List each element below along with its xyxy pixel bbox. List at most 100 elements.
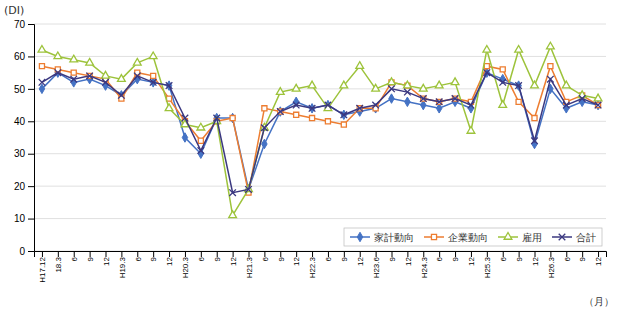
point-marker xyxy=(388,86,395,93)
grid xyxy=(34,24,606,251)
point-marker xyxy=(468,102,475,109)
x-tick: 9 xyxy=(277,251,286,261)
grid-line xyxy=(34,218,606,219)
x-tick-mark xyxy=(455,251,456,257)
point-marker xyxy=(499,101,507,108)
x-tick-label: 6 xyxy=(563,256,572,261)
series-layer xyxy=(38,42,602,217)
point-marker xyxy=(102,79,109,86)
point-marker xyxy=(372,102,379,109)
point-marker xyxy=(499,79,506,86)
x-tick: H22.3 xyxy=(308,251,317,278)
point-marker xyxy=(532,115,537,120)
y-tick-label: 50 xyxy=(14,84,26,95)
x-tick: 12 xyxy=(467,251,476,266)
x-tick-label: 18.3 xyxy=(54,256,63,272)
x-tick: 12 xyxy=(102,251,111,266)
x-tick: 9 xyxy=(451,251,460,261)
point-marker xyxy=(70,55,78,62)
point-marker xyxy=(419,84,427,91)
y-tick: 70 xyxy=(14,19,34,30)
grid-line xyxy=(34,121,606,122)
x-tick: 9 xyxy=(86,251,95,261)
x-axis: H17.1218.36912H19.36912H20.36912H21.3691… xyxy=(35,251,607,283)
legend-label: 家計動向 xyxy=(374,232,414,243)
y-tick-label: 10 xyxy=(14,213,26,224)
x-tick-label: 9 xyxy=(388,256,397,261)
x-tick-label: H22.3 xyxy=(308,256,317,278)
point-marker xyxy=(563,102,570,109)
x-tick-mark xyxy=(90,251,91,257)
point-marker xyxy=(405,97,410,106)
point-marker xyxy=(435,81,443,88)
legend-label: 合計 xyxy=(576,232,596,243)
x-tick-label: 6 xyxy=(499,256,508,261)
series-line xyxy=(42,73,598,193)
x-tick-label: H21.3 xyxy=(245,256,254,278)
x-tick-mark xyxy=(598,251,599,257)
x-tick-mark xyxy=(312,251,313,257)
point-marker xyxy=(39,79,46,86)
y-tick: 40 xyxy=(14,116,34,127)
point-marker xyxy=(149,52,157,59)
legend-frame xyxy=(344,228,602,246)
y-tick: 10 xyxy=(14,213,34,224)
y-axis: 010203040506070 xyxy=(14,19,35,257)
x-tick-mark xyxy=(407,251,408,257)
point-marker xyxy=(547,76,554,83)
x-tick-label: 6 xyxy=(134,256,143,261)
y-tick-mark xyxy=(28,219,34,220)
y-tick-mark xyxy=(28,89,34,90)
point-marker xyxy=(404,89,411,96)
legend-item: 企業動向 xyxy=(424,232,488,243)
legend-swatch-marker xyxy=(357,232,362,241)
y-tick-mark xyxy=(28,186,34,187)
y-tick: 60 xyxy=(14,51,34,62)
x-tick-mark xyxy=(233,251,234,257)
x-tick: 12 xyxy=(531,251,540,266)
point-marker xyxy=(467,127,475,134)
point-marker xyxy=(118,92,125,99)
x-tick-mark xyxy=(217,251,218,257)
x-tick-mark xyxy=(201,251,202,257)
point-marker xyxy=(71,70,76,75)
grid-line xyxy=(34,24,606,25)
x-tick-mark xyxy=(58,251,59,257)
x-tick-label: 9 xyxy=(451,256,460,261)
x-tick: H17.12 xyxy=(38,251,47,283)
point-marker xyxy=(594,94,602,101)
x-tick-label: H17.12 xyxy=(38,256,47,282)
x-tick-label: 6 xyxy=(70,256,79,261)
x-tick: 6 xyxy=(197,251,206,261)
y-axis-line xyxy=(28,25,35,252)
x-tick-label: H23.6 xyxy=(372,256,381,278)
point-marker xyxy=(562,81,570,88)
point-marker xyxy=(341,112,348,119)
x-tick-label: 12 xyxy=(356,256,365,265)
point-marker xyxy=(579,95,586,102)
point-marker xyxy=(182,115,189,122)
point-marker xyxy=(404,81,412,88)
point-marker xyxy=(515,45,523,52)
point-marker xyxy=(165,104,173,111)
x-tick-label: 12 xyxy=(404,256,413,265)
x-axis-line xyxy=(35,252,607,258)
legend-item: 雇用 xyxy=(498,232,542,243)
point-marker xyxy=(531,81,539,88)
point-marker xyxy=(134,73,141,80)
x-tick-label: 12 xyxy=(292,256,301,265)
point-marker xyxy=(182,133,187,142)
x-tick-label: 9 xyxy=(86,256,95,261)
x-tick-label: 6 xyxy=(261,256,270,261)
point-marker xyxy=(548,64,553,69)
x-tick: 6 xyxy=(499,251,508,261)
point-marker xyxy=(531,137,538,144)
point-marker xyxy=(118,75,126,82)
x-tick: 6 xyxy=(70,251,79,261)
point-marker xyxy=(86,58,94,65)
x-tick: 12 xyxy=(292,251,301,266)
x-tick: H23.6 xyxy=(372,251,381,278)
x-tick-label: 12 xyxy=(594,256,603,265)
y-tick-mark xyxy=(28,154,34,155)
point-marker xyxy=(294,112,299,117)
